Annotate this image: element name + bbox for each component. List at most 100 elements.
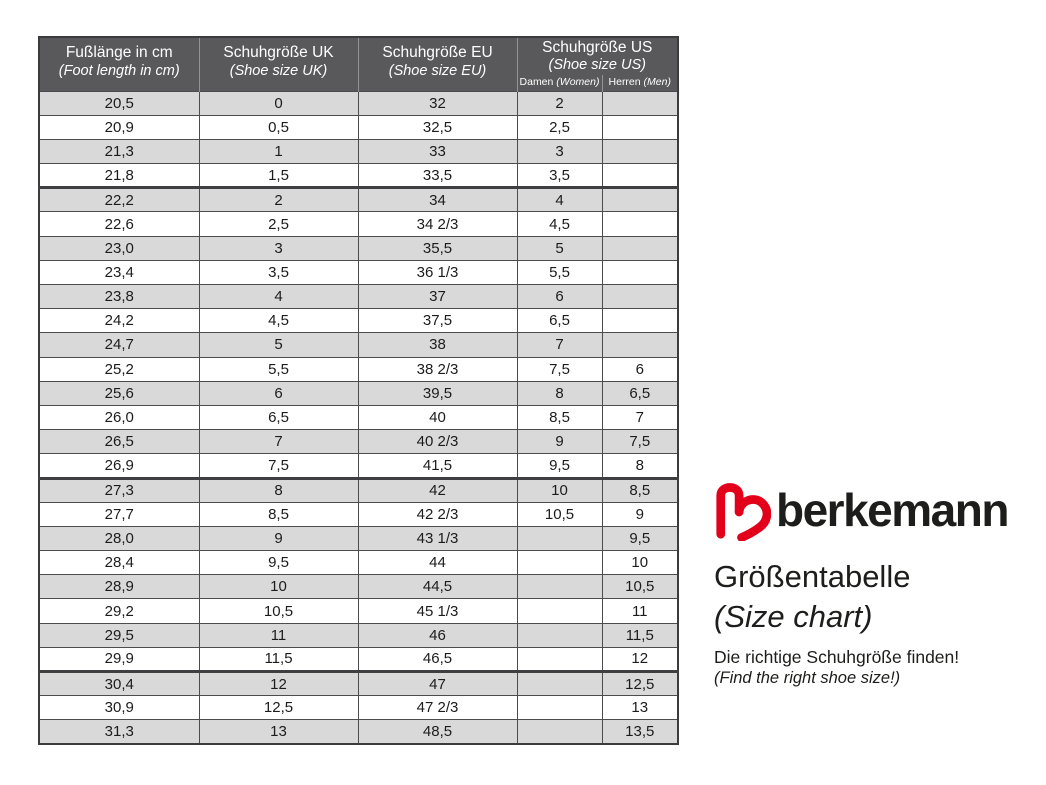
cell-size-us-women: 2,5: [516, 114, 603, 140]
page-title: Größentabelle: [714, 559, 911, 594]
header-title: Schuhgröße UK: [223, 44, 334, 62]
cell-size-eu: 40: [357, 404, 518, 431]
cell-size-uk: 8,5: [198, 501, 359, 527]
header-shoe-size-uk: Schuhgröße UK (Shoe size UK): [198, 37, 358, 91]
table-row: 25,6 6 39,5 8 6,5: [38, 380, 679, 406]
size-table-body: 20,5 0 32 2 20,9 0,5 32,5 2,5 21,3 1 33 3 21,8 1,5 33,…: [38, 90, 679, 745]
cell-size-us-women: [516, 598, 603, 624]
cell-size-us-men: [601, 211, 679, 237]
cell-size-uk: 9: [198, 525, 359, 552]
table-row: 21,8 1,5 33,5 3,5: [38, 163, 679, 189]
cell-size-us-women: [516, 669, 603, 697]
cell-size-us-women: 9,5: [516, 453, 603, 479]
tagline-block: Die richtige Schuhgröße finden! (Find th…: [714, 647, 959, 689]
header-subtitle: (Shoe size EU): [388, 62, 487, 79]
cell-foot-length: 22,2: [38, 186, 200, 213]
subheader-us-men: Herren (Men): [601, 75, 678, 91]
cell-foot-length: 24,2: [38, 308, 200, 334]
cell-size-us-men: [601, 163, 679, 189]
cell-size-us-women: 9: [516, 429, 603, 455]
cell-foot-length: 27,3: [38, 476, 200, 503]
berkemann-logo-icon: [716, 483, 771, 541]
table-row: 28,0 9 43 1/3 9,5: [38, 525, 679, 552]
subheader-label-en: (Women): [556, 76, 600, 89]
cell-foot-length: 20,5: [38, 90, 200, 116]
cell-foot-length: 22,6: [38, 211, 200, 237]
cell-size-us-men: [601, 259, 679, 286]
cell-size-us-men: 7,5: [601, 429, 679, 455]
cell-size-uk: 10,5: [198, 598, 359, 624]
cell-size-eu: 46: [357, 622, 518, 648]
cell-size-us-women: 5: [516, 235, 603, 261]
chart-title-block: Größentabelle (Size chart): [714, 557, 910, 637]
cell-size-us-men: 13,5: [601, 719, 679, 745]
cell-size-us-women: 7,5: [516, 356, 603, 382]
header-shoe-size-us: Schuhgröße US (Shoe size US): [516, 37, 678, 75]
cell-size-us-women: 10: [516, 476, 603, 503]
cell-size-us-men: 10,5: [601, 574, 679, 600]
cell-size-uk: 3,5: [198, 259, 359, 286]
cell-foot-length: 20,9: [38, 114, 200, 140]
cell-size-eu: 45 1/3: [357, 598, 518, 624]
cell-size-us-men: 7: [601, 404, 679, 431]
table-row: 28,4 9,5 44 10: [38, 550, 679, 576]
header-subtitle: (Shoe size UK): [229, 62, 328, 79]
table-row: 30,9 12,5 47 2/3 13: [38, 695, 679, 721]
header-title: Schuhgröße EU: [382, 44, 493, 62]
cell-size-us-men: 13: [601, 695, 679, 721]
header-title: Fußlänge in cm: [65, 44, 173, 62]
cell-size-us-men: 9: [601, 501, 679, 527]
subheader-us-women: Damen (Women): [516, 75, 602, 91]
cell-foot-length: 21,8: [38, 163, 200, 189]
cell-foot-length: 29,5: [38, 622, 200, 648]
cell-foot-length: 25,2: [38, 356, 200, 382]
cell-size-us-men: 6,5: [601, 380, 679, 406]
table-row: 31,3 13 48,5 13,5: [38, 719, 679, 745]
cell-size-eu: 33: [357, 138, 518, 165]
cell-foot-length: 28,0: [38, 525, 200, 552]
cell-size-eu: 47: [357, 669, 518, 697]
cell-size-us-men: 8,5: [601, 476, 679, 503]
cell-size-us-men: [601, 235, 679, 261]
cell-foot-length: 31,3: [38, 719, 200, 745]
cell-size-us-men: [601, 186, 679, 213]
cell-size-us-women: [516, 646, 603, 673]
cell-size-uk: 6: [198, 380, 359, 406]
table-row: 22,6 2,5 34 2/3 4,5: [38, 211, 679, 237]
cell-size-uk: 4,5: [198, 308, 359, 334]
table-row: 23,8 4 37 6: [38, 283, 679, 310]
tagline: Die richtige Schuhgröße finden!: [714, 647, 960, 667]
cell-size-us-men: [601, 283, 679, 310]
cell-size-uk: 3: [198, 235, 359, 261]
table-row: 29,2 10,5 45 1/3 11: [38, 598, 679, 624]
cell-size-us-men: 9,5: [601, 525, 679, 552]
cell-size-us-men: 12: [601, 646, 679, 673]
cell-size-us-men: [601, 332, 679, 358]
cell-size-us-men: [601, 308, 679, 334]
cell-size-us-women: [516, 622, 603, 648]
cell-size-us-men: 10: [601, 550, 679, 576]
cell-size-us-women: [516, 525, 603, 552]
cell-size-us-men: 11,5: [601, 622, 679, 648]
table-row: 26,9 7,5 41,5 9,5 8: [38, 453, 679, 479]
brand-wordmark: berkemann: [776, 484, 1009, 536]
cell-foot-length: 27,7: [38, 501, 200, 527]
cell-foot-length: 26,5: [38, 429, 200, 455]
page-title-english: (Size chart): [714, 599, 873, 634]
cell-size-us-women: 3,5: [516, 163, 603, 189]
cell-size-uk: 8: [198, 476, 359, 503]
cell-size-us-women: 4,5: [516, 211, 603, 237]
table-row: 23,4 3,5 36 1/3 5,5: [38, 259, 679, 286]
table-row: 27,3 8 42 10 8,5: [38, 476, 679, 503]
subheader-label: Damen: [519, 76, 554, 89]
cell-size-eu: 32: [357, 90, 518, 116]
subheader-label-en: (Men): [643, 76, 671, 89]
cell-size-uk: 1: [198, 138, 359, 165]
cell-size-us-men: [601, 114, 679, 140]
cell-size-uk: 1,5: [198, 163, 359, 189]
table-row: 20,9 0,5 32,5 2,5: [38, 114, 679, 140]
cell-size-eu: 35,5: [357, 235, 518, 261]
cell-size-eu: 47 2/3: [357, 695, 518, 721]
cell-foot-length: 23,0: [38, 235, 200, 261]
